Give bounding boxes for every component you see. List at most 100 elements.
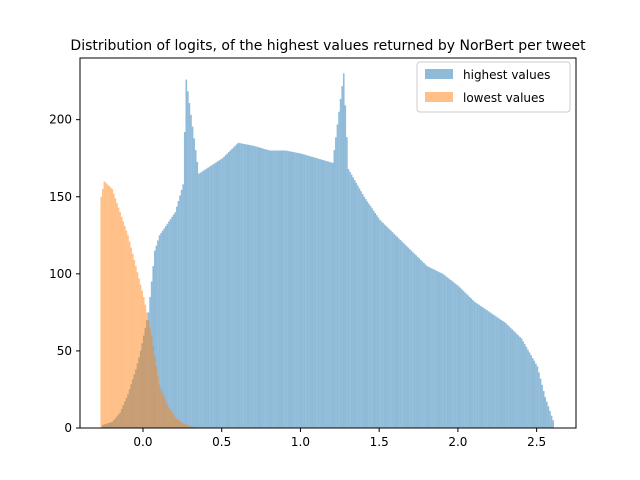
bar (347, 169, 350, 428)
bar (511, 329, 514, 428)
bar (198, 173, 200, 428)
bar (335, 137, 337, 429)
bar (501, 321, 504, 428)
bar (427, 266, 430, 428)
bar (494, 315, 496, 428)
bar (476, 303, 479, 428)
bar (155, 366, 158, 428)
bar (352, 177, 354, 428)
bar (298, 153, 301, 428)
bar (157, 375, 159, 428)
legend-swatch-highest-values (425, 69, 453, 79)
bar (341, 86, 343, 428)
bar (213, 163, 216, 428)
bar (459, 287, 462, 428)
bar (500, 319, 502, 428)
bar (108, 185, 110, 428)
bar (350, 174, 353, 428)
bar (246, 144, 249, 428)
bar (311, 156, 314, 428)
bar (113, 193, 115, 428)
bar (380, 221, 383, 428)
bar (486, 310, 488, 428)
bar (180, 189, 183, 428)
bar (209, 166, 211, 429)
bar (218, 160, 221, 428)
bar (416, 256, 419, 428)
bar (248, 144, 251, 428)
bar (158, 235, 161, 428)
bar (131, 253, 134, 428)
bar (190, 114, 192, 428)
bar (161, 392, 164, 428)
bar (434, 269, 436, 428)
bar (379, 219, 381, 428)
bar (508, 326, 510, 428)
bar (483, 308, 485, 428)
bar (415, 255, 417, 428)
bar (390, 230, 392, 428)
bar (524, 344, 526, 428)
x-tick-label: 0.0 (133, 435, 152, 449)
bar (410, 250, 413, 428)
bar (353, 180, 356, 428)
bar (182, 423, 184, 428)
bar (177, 201, 180, 428)
bar (190, 426, 192, 428)
bar (439, 272, 441, 428)
bar (191, 126, 194, 429)
bar (426, 266, 428, 428)
bar (322, 160, 325, 428)
bar (514, 332, 517, 428)
bar (265, 149, 268, 428)
x-tick-label: 0.5 (212, 435, 231, 449)
bar (385, 226, 388, 428)
legend-swatch-lowest-values (425, 92, 453, 102)
bar (525, 346, 528, 428)
bar (316, 158, 318, 429)
bar (168, 407, 170, 428)
x-tick-label: 2.0 (448, 435, 467, 449)
bar (448, 278, 451, 428)
bar (388, 229, 391, 428)
bar (188, 103, 191, 428)
bar (409, 249, 411, 428)
bar (196, 161, 199, 428)
bar (185, 79, 188, 428)
bar (401, 241, 403, 428)
bar (472, 300, 474, 428)
bars-layer (100, 73, 554, 429)
bar (174, 212, 177, 428)
bar (109, 187, 112, 428)
bar (216, 161, 219, 428)
bar (520, 338, 523, 428)
bar (188, 425, 191, 428)
bar (262, 148, 265, 428)
bar (456, 284, 458, 428)
bar (473, 301, 476, 428)
bar (273, 150, 276, 428)
bar (396, 236, 399, 428)
bar (135, 266, 137, 428)
bar (377, 217, 380, 428)
bar (542, 391, 545, 428)
bar (360, 191, 362, 428)
bar (450, 280, 452, 428)
bar (421, 261, 424, 428)
bar (465, 293, 468, 428)
bar (171, 216, 173, 428)
bar (446, 277, 449, 428)
bar (199, 172, 202, 428)
bar (424, 264, 427, 428)
bar (550, 415, 553, 428)
bar (283, 150, 285, 428)
bar (128, 241, 131, 428)
bar (516, 333, 518, 428)
bar (237, 142, 240, 428)
bar (431, 268, 433, 428)
bar (423, 263, 425, 428)
bar (339, 98, 342, 428)
bar (240, 143, 243, 429)
bar (382, 222, 384, 428)
bar (286, 150, 288, 428)
